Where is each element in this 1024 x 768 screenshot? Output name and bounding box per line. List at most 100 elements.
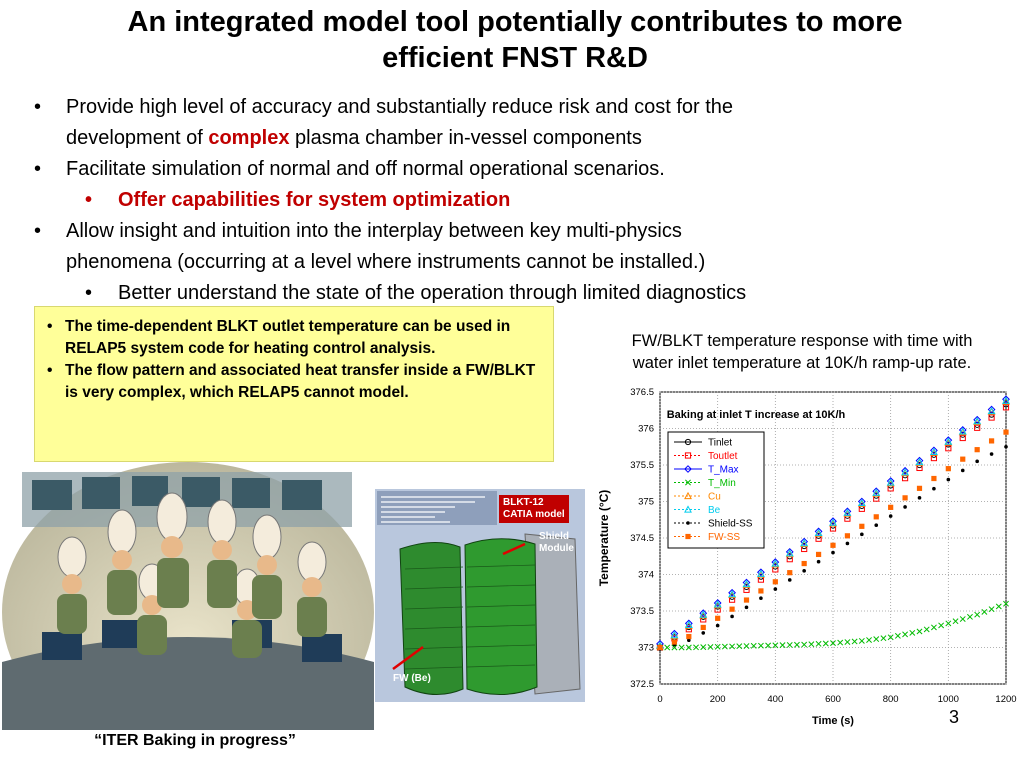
bullet-insight: • Allow insight and intuition into the i… — [30, 216, 1010, 278]
point-shield-ss — [975, 459, 979, 464]
point-be — [670, 630, 679, 639]
point-fw-ss — [686, 633, 692, 640]
cartoon-caption: “ITER Baking in progress” — [94, 732, 296, 749]
point-t-min — [880, 635, 887, 642]
slide-title-line-2: efficient FNST R&D — [382, 42, 648, 74]
point-fw-ss — [801, 560, 807, 567]
bullet-accuracy-line-2: development of complex plasma chamber in… — [66, 123, 1010, 154]
chart-legend: Tinlet Toutlet T_Max T_Min Cu Be Shield-SS FW-S… — [667, 431, 765, 549]
point-fw-ss — [974, 447, 980, 453]
bullet-dot: • — [85, 189, 93, 211]
point-t-min — [765, 642, 772, 649]
y-tick-label: 374 — [638, 570, 654, 581]
bullet-dot: • — [34, 220, 42, 242]
point-shield-ss — [816, 559, 821, 564]
point-t-max — [872, 487, 881, 496]
shield-label-line-1: Shield — [539, 531, 570, 542]
point-t-min — [743, 643, 750, 649]
temperature-chart: 372.5 373 373.5 374 374.5 375 375.5 376 376.5 0 2… — [597, 387, 1017, 727]
point-be — [1002, 396, 1010, 404]
fw-be-label: FW (Be) — [393, 673, 431, 684]
point-t-min — [981, 608, 988, 615]
point-fw-ss — [715, 615, 721, 621]
point-t-min — [750, 642, 757, 649]
point-be — [713, 600, 722, 608]
point-t-min — [693, 644, 699, 651]
point-t-min — [945, 620, 952, 627]
point-fw-ss — [815, 551, 822, 558]
point-shield-ss — [845, 541, 850, 546]
y-tick-label: 373 — [638, 643, 654, 654]
bullet-dot: • — [47, 318, 53, 335]
point-t-min — [729, 643, 736, 650]
x-tick-label: 200 — [710, 694, 726, 705]
bullet-simulation-text: Facilitate simulation of normal and off … — [66, 158, 665, 180]
point-be — [929, 447, 938, 455]
point-be — [944, 437, 953, 445]
point-fw-ss — [916, 485, 923, 491]
point-be — [987, 406, 996, 415]
y-tick-label: 375 — [638, 497, 654, 508]
bullet-accuracy: • Provide high level of accuracy and sub… — [30, 92, 1010, 154]
chef-figures — [57, 492, 327, 658]
point-t-min — [851, 638, 858, 645]
point-t-max — [1002, 395, 1010, 404]
x-tick-label: 1200 — [995, 694, 1016, 705]
legend-label: T_Max — [708, 465, 739, 476]
series-fw-ss — [657, 429, 1009, 651]
legend-marker — [684, 505, 692, 513]
point-shield-ss — [730, 614, 734, 619]
point-t-max — [901, 466, 909, 475]
point-t-min — [858, 637, 865, 644]
point-fw-ss — [844, 533, 851, 539]
point-be — [843, 508, 852, 516]
legend-marker — [685, 479, 691, 486]
point-be — [756, 569, 765, 577]
point-t-max — [944, 436, 953, 445]
point-t-min — [938, 622, 945, 629]
point-t-max — [728, 588, 736, 597]
point-t-min — [700, 644, 707, 651]
x-tick-label: 600 — [825, 694, 841, 705]
point-t-min — [909, 629, 916, 636]
point-fw-ss — [830, 542, 836, 548]
point-t-min — [902, 631, 909, 638]
point-be — [684, 620, 693, 628]
point-fw-ss — [787, 570, 793, 576]
catia-title-label: BLKT-12 CATIA model — [499, 495, 569, 523]
sub-bullet-optimization: • Offer capabilities for system optimiza… — [30, 185, 1010, 216]
point-shield-ss — [1004, 444, 1008, 449]
relap5-note-text-1: The time-dependent BLKT outlet temperatu… — [65, 318, 511, 357]
y-tick-label: 375.5 — [630, 460, 654, 471]
point-t-max — [742, 578, 751, 587]
point-t-max — [785, 547, 794, 556]
control-desk — [2, 637, 374, 730]
y-tick-labels: 372.5 373 373.5 374 374.5 375 375.5 376 376.5 — [630, 387, 654, 690]
point-t-min — [844, 639, 851, 645]
legend-marker — [684, 491, 692, 500]
point-t-max — [757, 568, 765, 577]
sub-bullet-diagnostics: • Better understand the state of the ope… — [30, 278, 1010, 309]
point-t-min — [671, 644, 678, 651]
point-shield-ss — [903, 505, 907, 509]
blanket-module-left — [399, 542, 464, 695]
point-be — [742, 579, 751, 588]
bullet-insight-line-1: Allow insight and intuition into the int… — [66, 220, 682, 242]
point-t-min — [808, 641, 815, 648]
point-t-max — [857, 497, 866, 506]
point-fw-ss — [772, 579, 778, 585]
legend-marker — [684, 452, 692, 459]
point-be — [771, 559, 780, 567]
point-fw-ss — [700, 624, 706, 631]
point-t-max — [915, 456, 924, 465]
point-t-max — [800, 537, 809, 546]
legend-marker — [685, 533, 691, 540]
point-shield-ss — [802, 569, 806, 573]
point-shield-ss — [701, 631, 706, 635]
point-t-min — [714, 643, 721, 650]
point-be — [915, 457, 924, 466]
point-fw-ss — [671, 639, 678, 645]
series-t-min — [657, 600, 1009, 651]
legend-label: FW-SS — [708, 532, 740, 543]
bullet-dot: • — [47, 362, 53, 379]
